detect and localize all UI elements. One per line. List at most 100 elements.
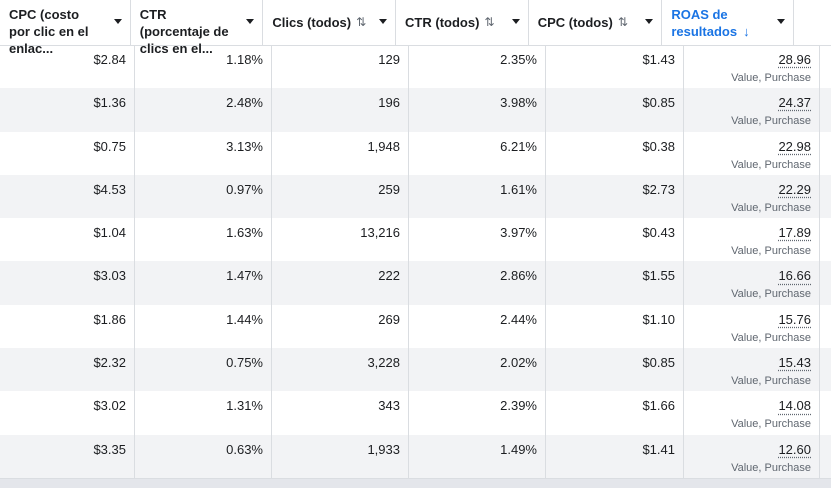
row-overflow <box>820 88 831 131</box>
roas-header-text: ROAS de resultados <box>671 7 737 39</box>
column-header-label: ROAS de resultados ↓ <box>671 6 765 40</box>
cell-clicks: 343 <box>272 391 409 434</box>
column-header-clicks-all[interactable]: Clics (todos) ⇅ <box>263 0 396 45</box>
cell-cpc-all: $0.43 <box>546 218 684 261</box>
roas-value-link[interactable]: 22.29 <box>684 182 811 197</box>
table-row[interactable]: $4.53 0.97% 259 1.61% $2.73 22.29 Value, Purch… <box>0 175 831 218</box>
row-overflow <box>820 435 831 478</box>
cell-ctr-all: 2.44% <box>409 305 546 348</box>
cell-cpc-all: $1.66 <box>546 391 684 434</box>
cell-ctr-link: 1.47% <box>135 261 272 304</box>
table-row[interactable]: $3.02 1.31% 343 2.39% $1.66 14.08 Value, Purch… <box>0 391 831 434</box>
roas-subtitle: Value, Purchase <box>684 202 811 214</box>
cell-roas: 22.98 Value, Purchase <box>684 132 820 175</box>
cell-ctr-all: 3.98% <box>409 88 546 131</box>
cell-clicks: 13,216 <box>272 218 409 261</box>
column-header-cpc-all[interactable]: CPC (todos) ⇅ <box>529 0 663 45</box>
table-row[interactable]: $3.03 1.47% 222 2.86% $1.55 16.66 Value, Purch… <box>0 261 831 304</box>
roas-value-link[interactable]: 15.43 <box>684 355 811 370</box>
sort-toggle-icon[interactable]: ⇅ <box>618 14 628 31</box>
table-row[interactable]: $1.04 1.63% 13,216 3.97% $0.43 17.89 Value, Pu… <box>0 218 831 261</box>
cell-cpc-link: $0.75 <box>0 132 135 175</box>
row-overflow <box>820 348 831 391</box>
column-header-label: Clics (todos) <box>272 14 351 31</box>
roas-value-link[interactable]: 16.66 <box>684 268 811 283</box>
cell-roas: 22.29 Value, Purchase <box>684 175 820 218</box>
cell-clicks: 269 <box>272 305 409 348</box>
cell-clicks: 129 <box>272 45 409 88</box>
column-dropdown-caret-icon[interactable] <box>246 19 254 24</box>
cell-cpc-all: $0.85 <box>546 88 684 131</box>
roas-value-link[interactable]: 22.98 <box>684 139 811 154</box>
row-overflow <box>820 391 831 434</box>
cell-roas: 15.43 Value, Purchase <box>684 348 820 391</box>
cell-ctr-link: 0.75% <box>135 348 272 391</box>
sort-toggle-icon[interactable]: ⇅ <box>356 14 366 31</box>
cell-ctr-all: 2.35% <box>409 45 546 88</box>
column-dropdown-caret-icon[interactable] <box>645 19 653 24</box>
roas-value-link[interactable]: 14.08 <box>684 398 811 413</box>
column-dropdown-caret-icon[interactable] <box>379 19 387 24</box>
roas-value-link[interactable]: 15.76 <box>684 312 811 327</box>
column-header-label: CPC (todos) <box>538 14 613 31</box>
cell-clicks: 196 <box>272 88 409 131</box>
column-dropdown-caret-icon[interactable] <box>512 19 520 24</box>
column-header-roas[interactable]: ROAS de resultados ↓ <box>662 0 794 45</box>
cell-cpc-link: $3.02 <box>0 391 135 434</box>
table-row[interactable]: $1.36 2.48% 196 3.98% $0.85 24.37 Value, Purch… <box>0 88 831 131</box>
cell-ctr-link: 1.31% <box>135 391 272 434</box>
roas-subtitle: Value, Purchase <box>684 375 811 387</box>
cell-cpc-all: $1.43 <box>546 45 684 88</box>
cell-cpc-link: $1.36 <box>0 88 135 131</box>
row-overflow <box>820 132 831 175</box>
column-dropdown-caret-icon[interactable] <box>114 19 122 24</box>
sort-toggle-icon[interactable]: ⇅ <box>484 14 494 31</box>
column-header-cpc-link[interactable]: CPC (costo por clic en el enlac... <box>0 0 131 45</box>
cell-ctr-all: 1.61% <box>409 175 546 218</box>
table-row[interactable]: $3.35 0.63% 1,933 1.49% $1.41 12.60 Value, Pur… <box>0 435 831 478</box>
table-row[interactable]: $1.86 1.44% 269 2.44% $1.10 15.76 Value, Purch… <box>0 305 831 348</box>
roas-subtitle: Value, Purchase <box>684 245 811 257</box>
roas-value-link[interactable]: 28.96 <box>684 52 811 67</box>
roas-subtitle: Value, Purchase <box>684 462 811 474</box>
cell-cpc-all: $1.10 <box>546 305 684 348</box>
roas-subtitle: Value, Purchase <box>684 418 811 430</box>
roas-subtitle: Value, Purchase <box>684 288 811 300</box>
row-overflow <box>820 305 831 348</box>
table-row[interactable]: $0.75 3.13% 1,948 6.21% $0.38 22.98 Value, Pur… <box>0 132 831 175</box>
row-overflow <box>820 261 831 304</box>
cell-clicks: 3,228 <box>272 348 409 391</box>
cell-ctr-all: 3.97% <box>409 218 546 261</box>
row-overflow <box>820 175 831 218</box>
cell-ctr-link: 0.63% <box>135 435 272 478</box>
cell-cpc-link: $3.35 <box>0 435 135 478</box>
column-header-ctr-all[interactable]: CTR (todos) ⇅ <box>396 0 529 45</box>
cell-ctr-all: 2.86% <box>409 261 546 304</box>
cell-clicks: 259 <box>272 175 409 218</box>
roas-value-link[interactable]: 12.60 <box>684 442 811 457</box>
table-row[interactable]: $2.32 0.75% 3,228 2.02% $0.85 15.43 Value, Pur… <box>0 348 831 391</box>
roas-value-link[interactable]: 17.89 <box>684 225 811 240</box>
cell-roas: 24.37 Value, Purchase <box>684 88 820 131</box>
cell-cpc-all: $1.41 <box>546 435 684 478</box>
cell-ctr-all: 6.21% <box>409 132 546 175</box>
cell-ctr-link: 3.13% <box>135 132 272 175</box>
cell-cpc-all: $2.73 <box>546 175 684 218</box>
roas-subtitle: Value, Purchase <box>684 115 811 127</box>
sort-descending-icon[interactable]: ↓ <box>743 24 750 39</box>
cell-roas: 17.89 Value, Purchase <box>684 218 820 261</box>
column-dropdown-caret-icon[interactable] <box>777 19 785 24</box>
cell-cpc-link: $3.03 <box>0 261 135 304</box>
roas-value-link[interactable]: 24.37 <box>684 95 811 110</box>
column-header-ctr-link[interactable]: CTR (porcentaje de clics en el... <box>131 0 264 45</box>
table-body: $2.84 1.18% 129 2.35% $1.43 28.96 Value, Purch… <box>0 45 831 478</box>
cell-cpc-all: $0.85 <box>546 348 684 391</box>
cell-clicks: 222 <box>272 261 409 304</box>
column-header-label: CTR (todos) <box>405 14 479 31</box>
roas-subtitle: Value, Purchase <box>684 159 811 171</box>
cell-roas: 14.08 Value, Purchase <box>684 391 820 434</box>
cell-roas: 16.66 Value, Purchase <box>684 261 820 304</box>
table-row[interactable]: $2.84 1.18% 129 2.35% $1.43 28.96 Value, Purch… <box>0 45 831 88</box>
cell-cpc-link: $1.04 <box>0 218 135 261</box>
